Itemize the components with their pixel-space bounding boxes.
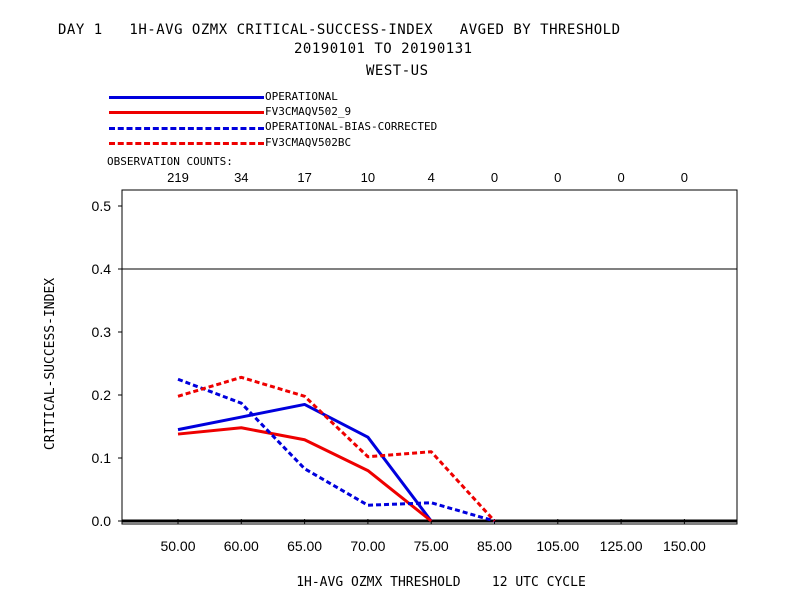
- series-line-operational: [177, 402, 433, 522]
- x-tick-label: 60.00: [224, 538, 259, 554]
- chart-date-range: 20190101 TO 20190131: [294, 41, 473, 57]
- legend-line-fv3cmaqv502-9: [109, 111, 264, 114]
- observation-counts-label: OBSERVATION COUNTS:: [107, 155, 233, 168]
- observation-count: 4: [428, 170, 435, 185]
- observation-count: 0: [617, 170, 624, 185]
- y-axis-label: CRITICAL-SUCCESS-INDEX: [43, 278, 58, 450]
- x-axis-label: 1H-AVG OZMX THRESHOLD 12 UTC CYCLE: [296, 575, 586, 590]
- legend-line-fv3cmaqv502bc: [109, 142, 264, 145]
- series-line-operational-bias-corrected: [177, 377, 495, 523]
- x-tick-label: 150.00: [663, 538, 706, 554]
- y-tick-label: 0.4: [92, 261, 112, 277]
- y-tick-label: 0.2: [92, 387, 112, 403]
- observation-count: 219: [167, 170, 189, 185]
- x-tick-label: 70.00: [350, 538, 385, 554]
- x-tick-label: 65.00: [287, 538, 322, 554]
- x-tick-label: 50.00: [160, 538, 195, 554]
- chart-region: WEST-US: [366, 63, 429, 79]
- observation-count: 10: [361, 170, 375, 185]
- legend-label-operational-bias-corrected: OPERATIONAL-BIAS-CORRECTED: [265, 120, 438, 133]
- x-tick-label: 125.00: [600, 538, 643, 554]
- x-tick-label: 75.00: [414, 538, 449, 554]
- plot-frame: [121, 189, 738, 525]
- series-line-fv3cmaqv502-9: [177, 426, 433, 523]
- observation-count: 0: [554, 170, 561, 185]
- x-tick-label: 105.00: [536, 538, 579, 554]
- legend-label-fv3cmaqv502bc: FV3CMAQV502BC: [265, 136, 352, 149]
- legend-label-fv3cmaqv502-9: FV3CMAQV502_9: [265, 105, 352, 118]
- observation-count: 0: [491, 170, 498, 185]
- series-line-fv3cmaqv502bc: [177, 375, 496, 523]
- legend-label-operational: OPERATIONAL: [265, 90, 338, 103]
- observation-count: 17: [297, 170, 311, 185]
- observation-count: 34: [234, 170, 248, 185]
- chart-title: DAY 1 1H-AVG OZMX CRITICAL-SUCCESS-INDEX…: [58, 22, 621, 38]
- y-tick-label: 0.5: [92, 198, 112, 214]
- legend-line-operational: [109, 96, 264, 99]
- y-tick-label: 0.1: [92, 450, 112, 466]
- x-tick-label: 85.00: [477, 538, 512, 554]
- legend-line-operational-bias-corrected: [109, 127, 264, 130]
- observation-count: 0: [681, 170, 688, 185]
- y-tick-label: 0.0: [92, 513, 112, 529]
- y-tick-label: 0.3: [92, 324, 112, 340]
